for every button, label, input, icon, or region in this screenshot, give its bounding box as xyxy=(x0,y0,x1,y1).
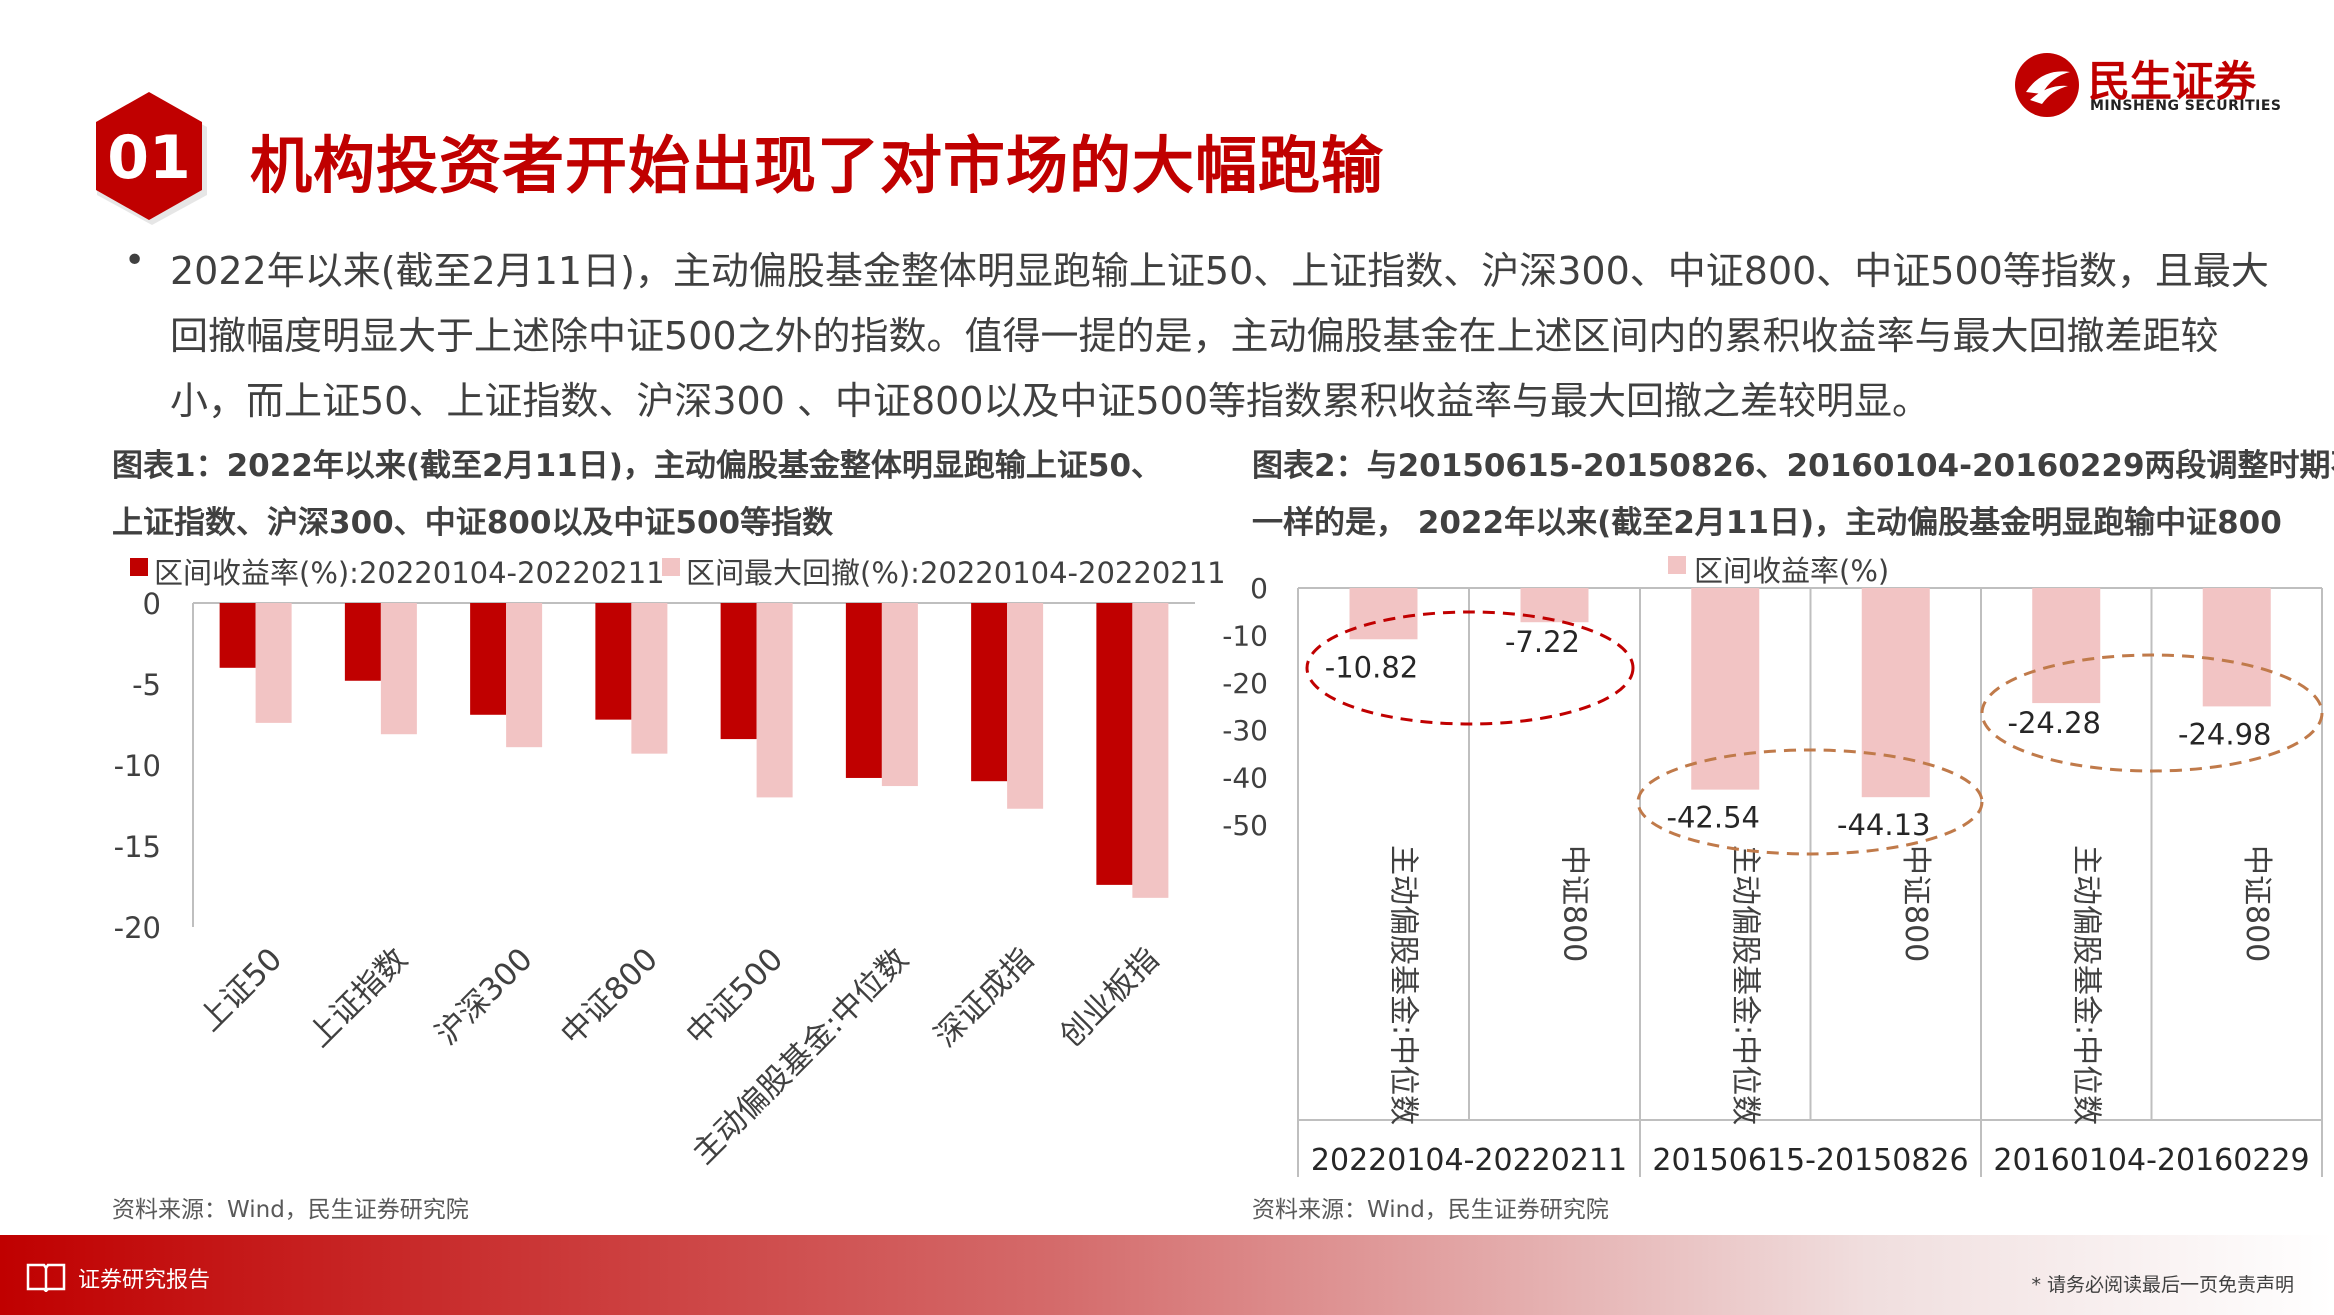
bar xyxy=(1007,603,1044,809)
bar xyxy=(1691,588,1760,790)
y-tick-label: -10 xyxy=(1222,619,1268,652)
y-tick-label: 0 xyxy=(143,587,161,621)
book-icon xyxy=(26,1263,66,1292)
chart2-source: 资料来源：Wind，民生证券研究院 xyxy=(1252,1197,1609,1223)
data-label: -24.28 xyxy=(2008,706,2102,740)
y-tick-label: 0 xyxy=(1250,572,1268,605)
chart1-source: 资料来源：Wind，民生证券研究院 xyxy=(112,1197,469,1223)
paragraph-line: 小，而上证50、上证指数、沪深300 、中证800以及中证500等指数累积收益率… xyxy=(170,379,1931,423)
y-tick-label: -50 xyxy=(1222,809,1268,842)
group-label: 20220104-20220211 xyxy=(1311,1143,1627,1178)
bar xyxy=(595,603,632,720)
annotation-ellipse xyxy=(1636,748,1984,856)
chart2-caption: 一样的是， 2022年以来(截至2月11日)，主动偏股基金明显跑输中证800 xyxy=(1252,505,2282,541)
bar xyxy=(506,603,543,748)
x-tick-label: 中证800 xyxy=(1898,845,1933,962)
bar xyxy=(1096,603,1133,885)
y-tick-label: -20 xyxy=(1222,667,1268,700)
chart1-caption: 图表1：2022年以来(截至2月11日)，主动偏股基金整体明显跑输上证50、 xyxy=(112,448,1163,484)
paragraph-line: 2022年以来(截至2月11日)，主动偏股基金整体明显跑输上证50、上证指数、沪… xyxy=(170,249,2269,293)
paragraph-line: 回撤幅度明显大于上述除中证500之外的指数。值得一提的是，主动偏股基金在上述区间… xyxy=(170,314,2219,358)
logo-subtext: MINSHENG SECURITIES xyxy=(2090,98,2282,114)
data-label: -44.13 xyxy=(1837,808,1931,842)
bar xyxy=(881,603,918,787)
legend-label: 区间收益率(%):20220104-20220211 xyxy=(154,556,665,590)
annotation-ellipse xyxy=(1305,610,1635,726)
bar xyxy=(756,603,793,798)
bar xyxy=(470,603,507,715)
y-tick-label: -30 xyxy=(1222,714,1268,747)
bar xyxy=(1349,588,1418,640)
bar xyxy=(380,603,417,735)
logo-text: 民生证券 xyxy=(2088,57,2257,106)
bar xyxy=(344,603,381,681)
bar xyxy=(1861,588,1930,798)
data-label: -7.22 xyxy=(1505,625,1580,659)
data-label: -10.82 xyxy=(1325,650,1419,684)
bar xyxy=(631,603,668,754)
group-label: 20160104-20160229 xyxy=(1993,1143,2309,1178)
legend-swatch xyxy=(662,558,680,576)
section-number: 01 xyxy=(107,123,191,193)
footer-bar xyxy=(0,1235,2334,1315)
y-tick-label: -15 xyxy=(114,830,161,864)
y-tick-label: -20 xyxy=(114,911,161,945)
page-title: 机构投资者开始出现了对市场的大幅跑输 xyxy=(250,129,1385,202)
legend-label: 区间最大回撤(%):20220104-20220211 xyxy=(686,556,1226,590)
bullet-point: • xyxy=(124,240,146,281)
bar xyxy=(845,603,882,778)
legend-swatch xyxy=(1668,556,1686,574)
bar xyxy=(720,603,757,740)
x-tick-label: 主动偏股基金:中位数 xyxy=(2068,845,2103,1125)
data-label: -42.54 xyxy=(1667,801,1761,835)
footer-disclaimer: * 请务必阅读最后一页免责声明 xyxy=(2031,1274,2294,1296)
x-tick-label: 主动偏股基金:中位数 xyxy=(1386,845,1421,1125)
chart2-caption: 图表2：与20150615-20150826、20160104-20160229… xyxy=(1252,448,2334,484)
minsheng-logo-icon xyxy=(2015,53,2079,117)
y-tick-label: -5 xyxy=(132,668,161,702)
x-tick-label: 中证800 xyxy=(1557,845,1592,962)
x-tick-label: 中证800 xyxy=(2239,845,2274,962)
bar xyxy=(2032,588,2101,704)
chart1-caption: 上证指数、沪深300、中证800以及中证500等指数 xyxy=(112,505,834,541)
section-badge xyxy=(96,92,207,225)
bar xyxy=(971,603,1008,782)
bar xyxy=(1132,603,1169,898)
x-tick-label: 主动偏股基金:中位数 xyxy=(1727,845,1762,1125)
y-tick-label: -10 xyxy=(114,749,161,783)
bar xyxy=(219,603,256,668)
bar xyxy=(255,603,292,723)
y-tick-label: -40 xyxy=(1222,762,1268,795)
group-label: 20150615-20150826 xyxy=(1652,1143,1968,1178)
annotation-ellipse xyxy=(1980,653,2324,773)
bar xyxy=(2202,588,2271,707)
legend-label: 区间收益率(%) xyxy=(1694,554,1890,588)
legend-swatch xyxy=(130,558,148,576)
data-label: -24.98 xyxy=(2178,717,2272,751)
footer-label: 证券研究报告 xyxy=(78,1268,211,1293)
